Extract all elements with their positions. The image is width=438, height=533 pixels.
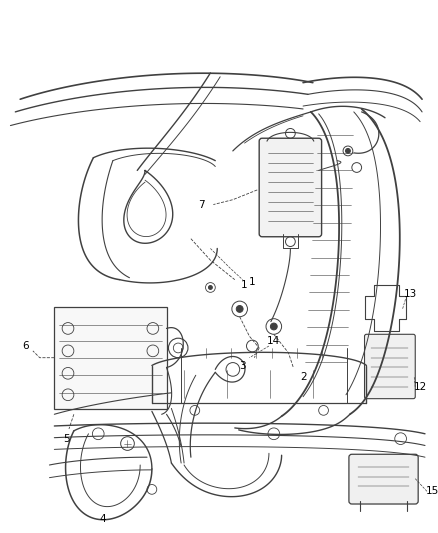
FancyBboxPatch shape <box>364 334 415 399</box>
Circle shape <box>236 305 243 312</box>
Circle shape <box>346 149 350 154</box>
Text: 2: 2 <box>300 372 307 382</box>
Text: 1: 1 <box>241 279 248 289</box>
Text: 12: 12 <box>413 382 427 392</box>
Text: 3: 3 <box>239 360 246 370</box>
FancyBboxPatch shape <box>349 454 418 504</box>
Text: 14: 14 <box>267 336 280 346</box>
Text: 15: 15 <box>426 486 438 496</box>
Bar <box>54 307 166 409</box>
Text: 7: 7 <box>198 199 205 209</box>
Circle shape <box>208 286 212 289</box>
Text: 6: 6 <box>22 341 28 351</box>
Text: 13: 13 <box>404 289 417 300</box>
FancyBboxPatch shape <box>259 138 321 237</box>
Text: 1: 1 <box>249 277 256 287</box>
Circle shape <box>270 323 277 330</box>
Text: 4: 4 <box>100 514 106 523</box>
Text: 5: 5 <box>63 434 69 443</box>
